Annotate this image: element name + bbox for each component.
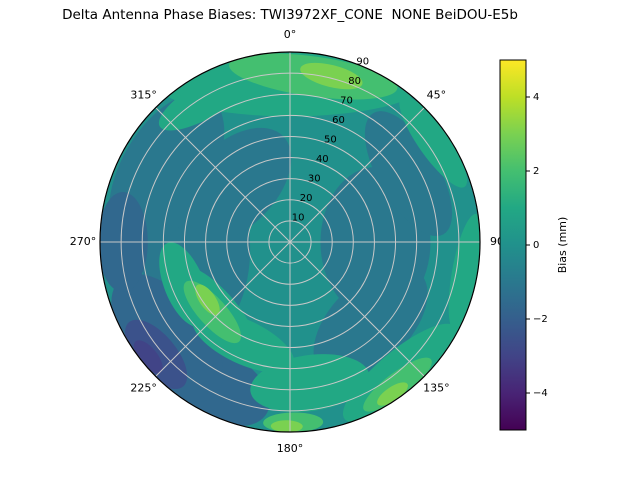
contour-region bbox=[448, 213, 480, 333]
colorbar-tick-label: 2 bbox=[533, 166, 539, 177]
radial-tick-label: 10 bbox=[292, 212, 305, 223]
angular-tick-label: 225° bbox=[130, 381, 157, 394]
angular-tick-label: 315° bbox=[130, 89, 157, 102]
angular-tick-label: 0° bbox=[284, 28, 297, 41]
contour-region bbox=[195, 284, 220, 316]
colorbar-tick-label: 0 bbox=[533, 240, 539, 251]
radial-tick-label: 90 bbox=[356, 56, 369, 67]
colorbar-tick-label: 4 bbox=[533, 92, 539, 103]
polar-grid bbox=[99, 51, 481, 433]
radial-tick-label: 70 bbox=[340, 95, 353, 106]
angular-tick-label: 135° bbox=[423, 381, 450, 394]
angular-tick-label: 45° bbox=[427, 89, 447, 102]
angular-tick-label: 180° bbox=[277, 442, 304, 455]
chart-title: Delta Antenna Phase Biases: TWI3972XF_CO… bbox=[62, 7, 518, 23]
contour-region bbox=[270, 420, 303, 432]
contour-region bbox=[364, 111, 453, 237]
colorbar-tick-label: −2 bbox=[533, 314, 548, 325]
polar-outline bbox=[99, 51, 481, 433]
radial-tick-label: 80 bbox=[348, 76, 361, 87]
colorbar-label: Bias (mm) bbox=[556, 217, 569, 274]
radial-tick-label: 40 bbox=[316, 154, 329, 165]
colorbar bbox=[499, 59, 527, 431]
radial-tick-label: 50 bbox=[324, 134, 337, 145]
radial-tick-label: 20 bbox=[300, 193, 313, 204]
radial-tick-label: 30 bbox=[308, 173, 321, 184]
contour-region bbox=[133, 340, 163, 374]
contour-region bbox=[377, 382, 408, 406]
radial-tick-label: 60 bbox=[332, 115, 345, 126]
contour-region bbox=[399, 95, 468, 188]
angular-tick-label: 270° bbox=[70, 235, 97, 248]
colorbar-tick-label: −4 bbox=[533, 388, 548, 399]
